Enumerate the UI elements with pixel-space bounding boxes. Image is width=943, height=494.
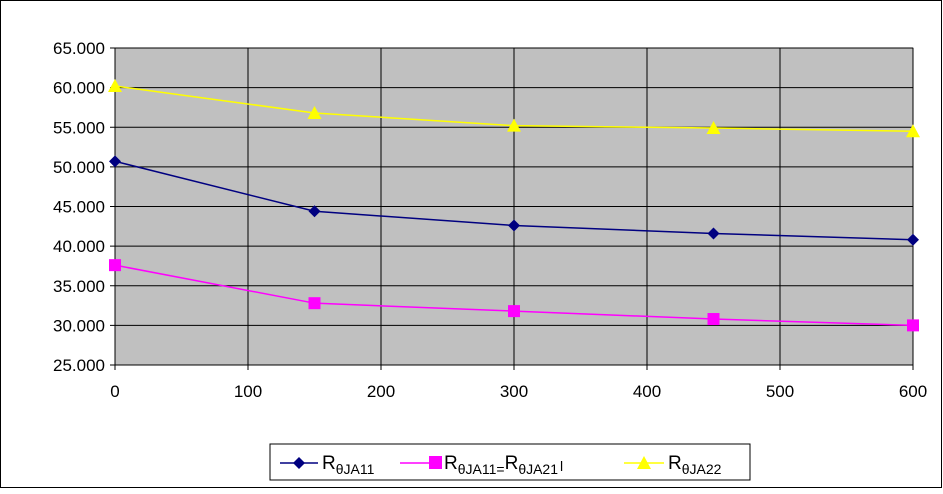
series-lines xyxy=(108,79,920,332)
legend-square-marker xyxy=(429,456,442,469)
y-tick-label: 60.000 xyxy=(53,79,105,98)
legend-label-series-2-main: R xyxy=(444,453,458,474)
data-point-series-2 xyxy=(308,297,321,310)
data-point-series-3 xyxy=(906,124,920,138)
data-point-series-1 xyxy=(907,233,919,246)
legend-label-series-1-sub: θJA11 xyxy=(336,461,375,477)
legend-diamond-marker xyxy=(293,457,305,469)
grid-lines xyxy=(110,47,914,370)
data-point-series-2 xyxy=(707,313,720,326)
data-point-series-3 xyxy=(507,118,521,132)
x-tick-label: 600 xyxy=(899,382,927,401)
data-point-series-1 xyxy=(707,227,720,240)
x-tick-label: 500 xyxy=(766,382,794,401)
data-point-series-1 xyxy=(308,205,321,218)
y-tick-label: 50.000 xyxy=(53,158,105,177)
y-tick-label: 30.000 xyxy=(53,316,105,335)
data-point-series-2 xyxy=(109,259,121,272)
y-tick-label: 45.000 xyxy=(53,198,105,217)
legend-item-series-1: RθJA11 xyxy=(280,453,375,477)
x-tick-label: 200 xyxy=(367,382,395,401)
legend-item-series-3: RθJA22 xyxy=(624,453,722,477)
data-point-series-2 xyxy=(907,319,919,332)
x-tick-label: 300 xyxy=(500,382,528,401)
y-axis-tick-labels: 25.000 30.000 35.000 40.000 45.000 50.000 55.0… xyxy=(53,39,105,375)
x-tick-label: 100 xyxy=(234,382,262,401)
x-tick-label: 0 xyxy=(110,382,119,401)
legend-box xyxy=(269,443,751,481)
y-tick-label: 65.000 xyxy=(53,39,105,58)
legend-label-series-3-main: R xyxy=(668,453,682,474)
y-tick-label: 35.000 xyxy=(53,277,105,296)
legend-label-series-2-main2: R xyxy=(505,453,519,474)
legend: RθJA11 RθJA11=RθJA21 l RθJA22 xyxy=(269,443,751,481)
data-point-series-1 xyxy=(508,219,520,232)
legend-label-series-2-tail: l xyxy=(560,458,563,474)
data-point-series-3 xyxy=(706,121,721,135)
legend-label-series-2-sub: θJA11= xyxy=(458,461,505,477)
x-axis-tick-labels: 0 100 200 300 400 500 600 xyxy=(110,382,927,401)
legend-label-series-1: RθJA11 xyxy=(322,453,375,477)
legend-triangle-marker xyxy=(637,456,651,469)
data-point-series-3 xyxy=(108,79,122,93)
y-tick-label: 40.000 xyxy=(53,237,105,256)
y-tick-label: 25.000 xyxy=(53,356,105,375)
y-tick-label: 55.000 xyxy=(53,118,105,137)
legend-label-series-2-sub2: θJA21 xyxy=(518,461,558,477)
legend-label-series-3-sub: θJA22 xyxy=(682,461,722,477)
data-point-series-1 xyxy=(109,155,121,168)
data-point-series-2 xyxy=(508,305,520,318)
legend-item-series-2: RθJA11=RθJA21 l xyxy=(400,453,563,477)
legend-label-series-2: RθJA11=RθJA21 l xyxy=(444,453,563,477)
data-point-series-3 xyxy=(307,105,322,119)
x-tick-label: 400 xyxy=(633,382,661,401)
legend-label-series-1-main: R xyxy=(322,453,336,474)
legend-label-series-3: RθJA22 xyxy=(668,453,722,477)
